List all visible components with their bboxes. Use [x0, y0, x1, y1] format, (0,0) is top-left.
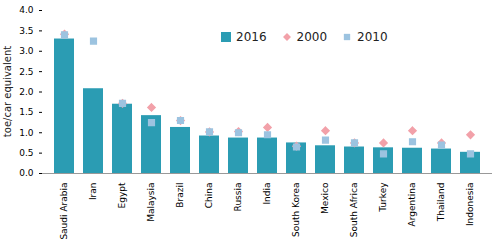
svg-text:South Korea: South Korea [291, 183, 301, 238]
svg-text:Thailand: Thailand [436, 183, 446, 223]
svg-text:Egypt: Egypt [117, 182, 127, 208]
svg-text:Argentina: Argentina [407, 183, 417, 227]
svg-text:China: China [204, 183, 214, 209]
svg-text:0.5: 0.5 [19, 148, 33, 158]
html-text:2016: 2016 [236, 30, 267, 44]
svg-text:Turkey: Turkey [378, 182, 388, 213]
svg-text:Iran: Iran [88, 183, 98, 201]
svg-text:Malaysia: Malaysia [146, 183, 156, 222]
svg-text:2.5: 2.5 [19, 67, 33, 77]
svg-text:Indonesia: Indonesia [465, 183, 475, 227]
svg-text:0.0: 0.0 [19, 168, 34, 178]
svg-text:India: India [262, 183, 272, 205]
svg-text:Russia: Russia [233, 183, 243, 212]
svg-text:3.0: 3.0 [19, 46, 34, 56]
svg-text:1.0: 1.0 [19, 128, 34, 138]
svg-text:Saudi Arabia: Saudi Arabia [59, 183, 69, 240]
svg-text:South Africa: South Africa [349, 183, 359, 238]
html-text:2000: 2000 [296, 30, 328, 44]
svg-text:3.5: 3.5 [19, 26, 33, 36]
svg-text:toe/car equivalent: toe/car equivalent [2, 46, 13, 137]
html-text:2010: 2010 [357, 30, 388, 44]
svg-text:4.0: 4.0 [19, 5, 34, 15]
svg-text:Mexico: Mexico [320, 182, 330, 214]
svg-text:1.5: 1.5 [19, 107, 33, 117]
svg-text:Brazil: Brazil [175, 183, 185, 208]
svg-text:2.0: 2.0 [19, 87, 34, 97]
